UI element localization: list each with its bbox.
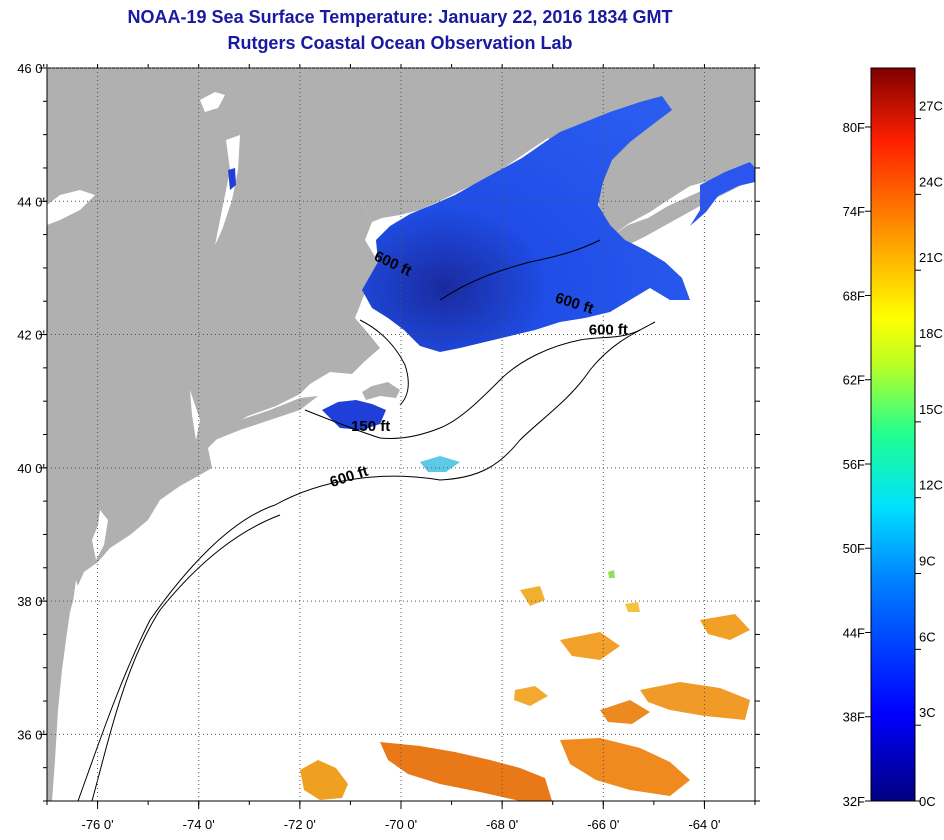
- lon-tick-label: -70 0': [385, 817, 417, 832]
- land-nova-scotia: [612, 160, 755, 246]
- colorbar-f-label: 62F: [843, 373, 865, 388]
- colorbar-scale: 32F 38F 44F 50F 56F 62F 68F 74F 80F 0C 3C 6C 9C 12C 15…: [843, 99, 943, 809]
- bathymetry-contours: [77, 239, 656, 801]
- lon-tick-label: -72 0': [284, 817, 316, 832]
- colorbar: [870, 67, 916, 802]
- colorbar-c-label: 18C: [919, 326, 943, 341]
- colorbar-c-label: 24C: [919, 174, 943, 189]
- map-subtitle: Rutgers Coastal Ocean Observation Lab: [227, 33, 573, 53]
- sst-lake-champlain: [228, 168, 236, 190]
- sst-gulf-stream: [300, 570, 750, 801]
- colorbar-f-label: 80F: [843, 120, 865, 135]
- colorbar-f-label: 44F: [843, 625, 865, 640]
- sst-nova-scotia-shelf: [690, 162, 755, 226]
- lat-tick-label: 42 0': [17, 328, 45, 343]
- colorbar-f-label: 50F: [843, 541, 865, 556]
- lat-tick-label: 46 0': [17, 61, 45, 76]
- colorbar-c-label: 0C: [919, 794, 936, 809]
- sst-gulf-of-maine: [362, 96, 690, 352]
- lon-tick-label: -66 0': [587, 817, 619, 832]
- land-cape-cod: [362, 382, 400, 400]
- lat-tick-label: 36 0': [17, 727, 45, 742]
- colorbar-c-label: 9C: [919, 554, 936, 569]
- lat-tick-label: 44 0': [17, 194, 45, 209]
- inland-waters: [47, 92, 240, 680]
- colorbar-c-label: 15C: [919, 402, 943, 417]
- map-title: NOAA-19 Sea Surface Temperature: January…: [127, 7, 673, 27]
- lat-tick-label: 40 0': [17, 461, 45, 476]
- colorbar-f-label: 74F: [843, 204, 865, 219]
- colorbar-c-label: 3C: [919, 705, 936, 720]
- graticule: -76 0' -74 0' -72 0' -70 0' -68 0' -66 0' -64 …: [17, 61, 760, 832]
- colorbar-f-label: 56F: [843, 457, 865, 472]
- colorbar-c-label: 27C: [919, 99, 943, 114]
- contour-label: 150 ft: [351, 418, 390, 435]
- colorbar-c-label: 21C: [919, 250, 943, 265]
- land-pei: [665, 118, 710, 132]
- lon-tick-label: -76 0': [82, 817, 114, 832]
- colorbar-f-label: 38F: [843, 710, 865, 725]
- lat-tick-label: 38 0': [17, 594, 45, 609]
- colorbar-f-label: 68F: [843, 288, 865, 303]
- lon-tick-label: -74 0': [183, 817, 215, 832]
- colorbar-f-label: 32F: [843, 794, 865, 809]
- lon-tick-label: -68 0': [486, 817, 518, 832]
- contour-label: 600 ft: [589, 322, 628, 339]
- sst-georges-bank: [420, 456, 460, 472]
- lon-tick-label: -64 0': [688, 817, 720, 832]
- colorbar-c-label: 6C: [919, 629, 936, 644]
- land-long-island: [212, 396, 318, 440]
- colorbar-c-label: 12C: [919, 478, 943, 493]
